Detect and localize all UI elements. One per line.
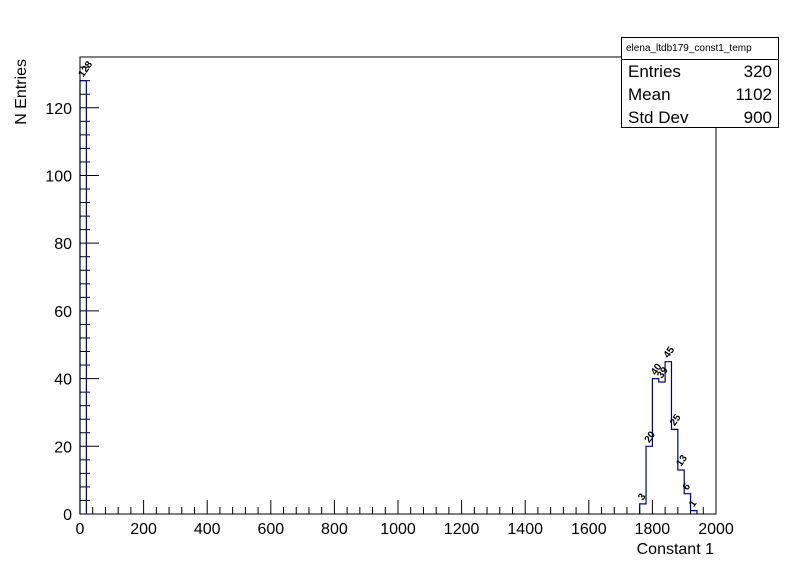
bin-value-label: 45	[662, 345, 678, 361]
x-tick-label: 0	[76, 521, 85, 538]
x-tick-label: 1000	[380, 521, 416, 538]
stats-row-std-dev: Std Dev 900	[622, 106, 778, 129]
y-tick-label: 60	[54, 304, 72, 321]
stats-row-mean: Mean 1102	[622, 83, 778, 106]
histogram-line	[79, 80, 698, 514]
y-tick-label: 120	[45, 101, 72, 118]
stats-title: elena_ltdb179_const1_temp	[622, 38, 778, 60]
stats-label: Mean	[628, 84, 671, 104]
x-tick-label: 2000	[698, 521, 734, 538]
x-tick-label: 1600	[571, 521, 607, 538]
bin-value-label: 13	[674, 453, 690, 469]
bin-value-label: 25	[668, 412, 684, 428]
y-axis-title: N Entries	[13, 59, 30, 125]
x-tick-label: 1800	[635, 521, 671, 538]
stats-box: elena_ltdb179_const1_temp Entries 320 Me…	[621, 37, 779, 128]
axis-ticks: 0 200 400 600 800 1000 1200 1400 1600 1800 2000 0 20…	[45, 66, 734, 538]
y-tick-label: 20	[54, 439, 72, 456]
bin-value-label: 1	[687, 498, 699, 509]
y-tick-label: 40	[54, 372, 72, 389]
bin-value-label: 6	[681, 481, 693, 492]
bin-value-label: 20	[643, 429, 659, 445]
y-tick-label: 0	[63, 507, 72, 524]
histogram-series	[79, 80, 698, 514]
stats-row-entries: Entries 320	[622, 60, 778, 83]
x-tick-label: 200	[130, 521, 157, 538]
x-tick-label: 1400	[507, 521, 543, 538]
bin-value-label: 128	[77, 59, 96, 79]
stats-value: 1102	[735, 84, 772, 104]
stats-label: Std Dev	[628, 107, 689, 127]
y-tick-label: 100	[45, 168, 72, 185]
stats-value: 900	[743, 107, 772, 127]
y-tick-label: 80	[54, 236, 72, 253]
x-tick-label: 600	[257, 521, 284, 538]
plot-frame	[79, 56, 717, 515]
stats-value: 320	[743, 61, 772, 81]
x-tick-label: 400	[194, 521, 221, 538]
x-tick-label: 1200	[444, 521, 480, 538]
x-axis-title: Constant 1	[637, 541, 714, 558]
x-tick-label: 800	[321, 521, 348, 538]
bin-value-label: 3	[636, 491, 648, 502]
stats-label: Entries	[628, 61, 681, 81]
